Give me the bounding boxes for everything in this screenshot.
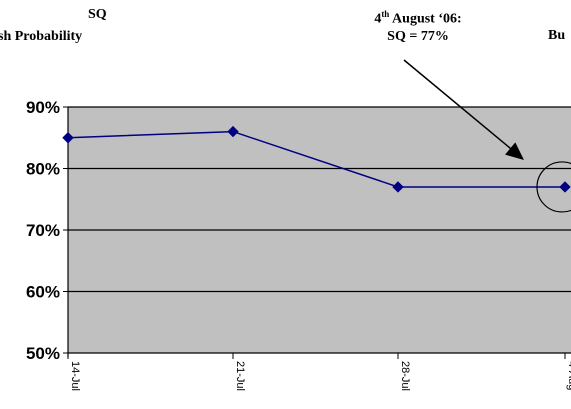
series-line xyxy=(67,130,565,188)
data-point-1 xyxy=(227,125,239,138)
x-tick-label-3: 4-Aug xyxy=(566,361,571,390)
title-left-line1: SQ xyxy=(88,7,107,22)
annotation-arrow-head xyxy=(505,142,524,160)
y-tick-label-0: 90% xyxy=(26,98,60,117)
annotation-arrow-shaft xyxy=(403,59,517,154)
y-tick-label-4: 50% xyxy=(26,344,60,363)
annotation-line2: SQ = 77% xyxy=(387,28,449,44)
series-layer xyxy=(62,125,571,193)
annotation-callout: 4th August ‘06: SQ = 77% xyxy=(348,6,488,45)
x-tick-label-1: 21-Jul xyxy=(234,361,246,391)
annotation-date: August ‘06: xyxy=(389,11,462,27)
chart-title-right: Bu xyxy=(548,28,566,43)
axes xyxy=(67,107,571,357)
gridlines xyxy=(68,106,571,293)
y-tick-label-1: 80% xyxy=(26,160,60,179)
data-point-2 xyxy=(392,181,404,193)
x-axis-ticks: 14-Jul 21-Jul 28-Jul 4-Aug xyxy=(67,353,571,391)
annotation-ordinal: th xyxy=(381,9,390,19)
title-left-line2: sh Probability xyxy=(0,29,83,44)
y-axis-ticks: 90% 80% 70% 60% 50% xyxy=(26,98,68,363)
x-tick-label-2: 28-Jul xyxy=(399,361,411,391)
data-point-0 xyxy=(62,132,74,144)
y-tick-label-3: 60% xyxy=(26,283,60,302)
annotation-day: 4 xyxy=(374,11,382,27)
annotation-line1: 4th August ‘06: xyxy=(348,6,488,28)
data-point-3 xyxy=(559,181,571,193)
highlight-circle xyxy=(536,161,571,213)
y-tick-label-2: 70% xyxy=(26,221,60,240)
annotation-graphics xyxy=(403,59,571,213)
x-tick-label-0: 14-Jul xyxy=(69,361,81,391)
